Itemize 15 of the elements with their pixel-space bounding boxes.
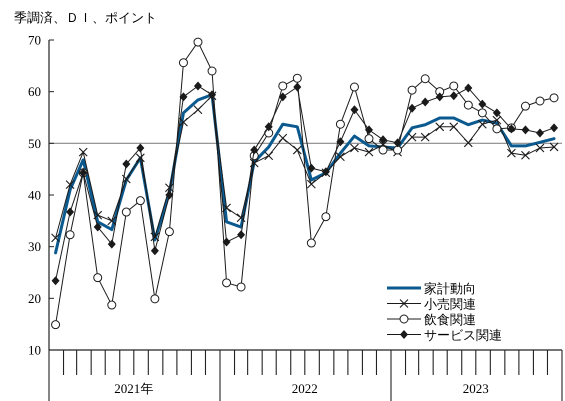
- y-tick-label: 60: [28, 84, 41, 100]
- y-tick-label: 70: [28, 32, 41, 48]
- legend-label: サービス関連: [424, 328, 502, 342]
- x-tick-label: 2022: [292, 381, 318, 396]
- y-tick-label: 50: [28, 136, 41, 151]
- y-axis-title: 季調済、ＤＩ、ポイント: [14, 10, 157, 25]
- y-tick-label: 40: [28, 188, 41, 202]
- x-tick-label: 2023: [462, 381, 489, 396]
- y-tick-label: 10: [28, 342, 41, 358]
- legend-label: 飲食関連: [424, 312, 476, 327]
- y-tick-label: 20: [28, 290, 41, 306]
- y-tick-label: 30: [28, 239, 41, 254]
- x-tick-label: 2021年: [114, 381, 154, 396]
- legend-label: 家計動向: [424, 281, 476, 296]
- legend-label: 小売関連: [424, 296, 476, 312]
